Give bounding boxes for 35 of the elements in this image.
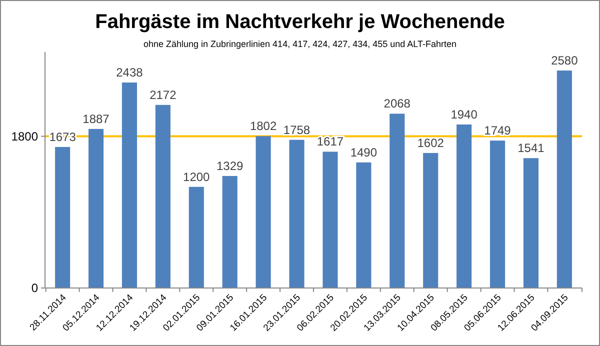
bar bbox=[289, 140, 304, 288]
bar bbox=[222, 176, 238, 288]
y-tick-label: 1800 bbox=[11, 129, 38, 144]
bar bbox=[423, 152, 438, 288]
bar bbox=[456, 124, 472, 288]
data-label: 2068 bbox=[384, 96, 411, 111]
chart-subtitle: ohne Zählung in Zubringerlinien 414, 417, 424, 427, 434, 455 und ALT-Fahrten bbox=[143, 39, 457, 49]
data-label: 1602 bbox=[417, 136, 444, 150]
data-label: 1940 bbox=[450, 107, 478, 122]
data-label: 1887 bbox=[82, 112, 110, 126]
data-label: 2580 bbox=[551, 54, 578, 68]
data-label: 1200 bbox=[183, 170, 210, 184]
bar bbox=[322, 152, 338, 288]
bar bbox=[523, 158, 539, 288]
data-label: 2438 bbox=[116, 66, 144, 80]
data-label: 1749 bbox=[484, 124, 512, 138]
bar bbox=[256, 136, 271, 288]
bar bbox=[55, 146, 70, 288]
y-tick-label: 0 bbox=[31, 281, 38, 296]
bar bbox=[88, 128, 104, 288]
bar bbox=[356, 162, 372, 288]
data-label: 1541 bbox=[518, 141, 545, 156]
data-label: 1490 bbox=[350, 145, 378, 160]
data-label: 1617 bbox=[316, 134, 344, 149]
data-label: 2172 bbox=[150, 88, 177, 102]
data-label: 1802 bbox=[250, 119, 277, 134]
data-label: 1329 bbox=[216, 158, 244, 173]
chart-title: Fahrgäste im Nachtverkehr je Wochenende bbox=[95, 11, 505, 33]
bar bbox=[155, 104, 170, 288]
bar bbox=[490, 140, 506, 288]
bar bbox=[188, 186, 204, 288]
bar bbox=[556, 70, 572, 288]
bar bbox=[390, 114, 405, 288]
bar bbox=[122, 82, 138, 288]
data-label: 1758 bbox=[283, 122, 310, 137]
